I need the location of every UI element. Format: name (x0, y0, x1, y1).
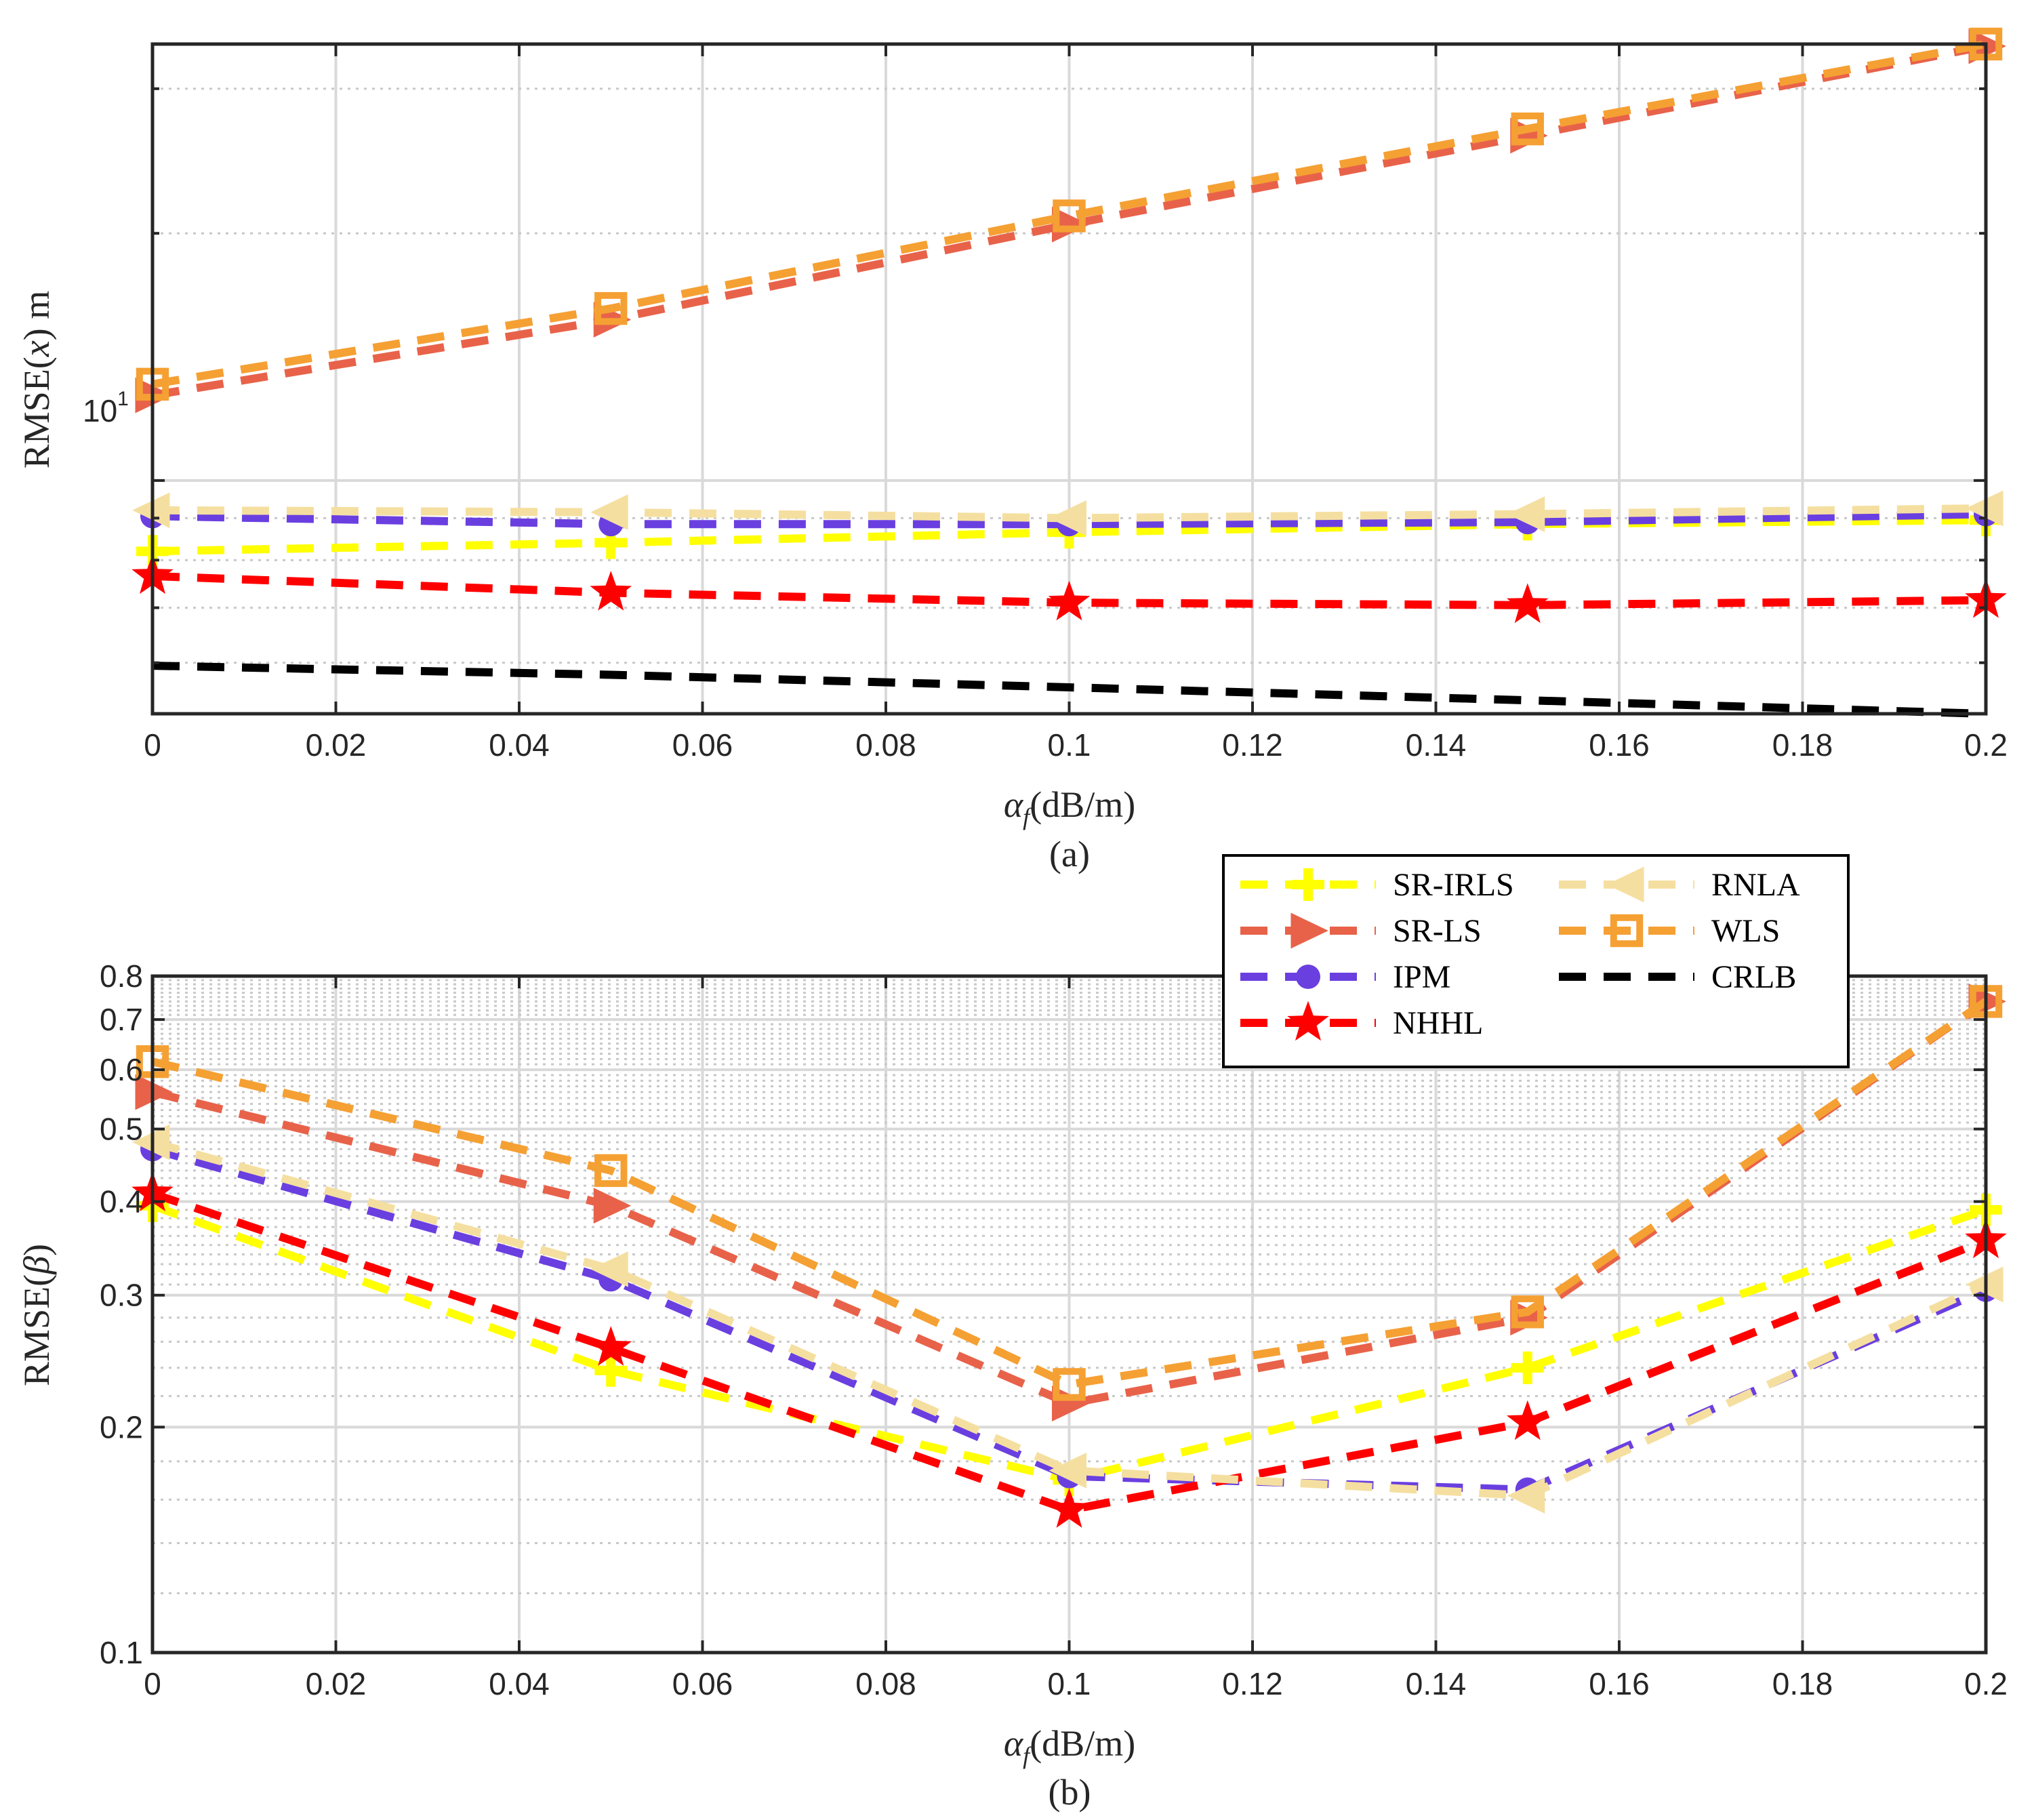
x-tick-label: 0 (144, 1666, 161, 1701)
x-tick-label: 0.02 (306, 727, 367, 763)
panel-a-subcaption: (a) (1049, 834, 1090, 874)
legend-label: SR-IRLS (1393, 867, 1514, 903)
data-point-nhhl (1506, 583, 1549, 624)
y-tick-label: 0.2 (100, 1409, 143, 1444)
x-tick-label: 0.12 (1222, 727, 1283, 763)
panel-a-x-axis-label: αf(dB/m) (1004, 784, 1135, 830)
data-point-wls (1053, 1368, 1086, 1401)
x-tick-label: 0.04 (489, 1666, 550, 1701)
legend-box (1222, 854, 1850, 1068)
legend-label: IPM (1393, 959, 1450, 995)
x-tick-label: 0.08 (855, 727, 916, 763)
data-point-nhhl (1506, 1400, 1549, 1440)
data-point-nhhl (590, 1326, 632, 1366)
x-tick-label: 0 (144, 727, 161, 763)
data-point-sr-irls (1511, 1351, 1544, 1384)
data-point-nhhl (590, 571, 632, 611)
y-tick-label: 0.4 (100, 1184, 143, 1219)
panel-b-x-ticks: 0 0.02 0.04 0.06 0.08 0.1 0.12 0.14 0.16 0.18 0.2 (144, 976, 2008, 1701)
data-point-wls (1053, 199, 1086, 232)
data-point-rnla (1507, 496, 1545, 532)
x-tick-label: 0.04 (489, 727, 550, 763)
x-tick-label: 0.2 (1964, 727, 2008, 763)
x-tick-label: 0.18 (1772, 1666, 1833, 1701)
y-tick-label: 0.7 (100, 1002, 143, 1037)
legend-swatch-marker (1290, 912, 1328, 949)
x-tick-label: 0.2 (1964, 1666, 2008, 1701)
x-tick-label: 0.08 (855, 1666, 916, 1701)
panel-b-x-axis-label: αf(dB/m) (1004, 1723, 1135, 1769)
data-point-wls (1511, 113, 1544, 146)
series-crlb (152, 662, 1987, 718)
series-line-crlb (152, 662, 1987, 718)
data-point-sr-ls (593, 1188, 632, 1224)
x-tick-label: 0.06 (672, 1666, 733, 1701)
data-point-nhhl (1048, 1488, 1091, 1528)
series-rnla (132, 490, 2004, 536)
legend-item-crlb: CRLB (1559, 959, 1796, 995)
panel-b-y-axis-label: RMSE(β) (16, 1244, 57, 1386)
legend-label: CRLB (1711, 959, 1796, 995)
x-tick-label: 0.02 (306, 1666, 367, 1701)
legend-swatch-marker (1287, 1000, 1329, 1041)
x-tick-label: 0.14 (1406, 727, 1467, 763)
legend-item-wls: WLS (1559, 913, 1780, 949)
chart-panel-b: 0 0.02 0.04 0.06 0.08 0.1 0.12 0.14 0.16 0.18 0.2 … (16, 958, 2008, 1813)
data-point-wls (594, 1154, 628, 1188)
legend-item-ipm: IPM (1240, 959, 1450, 995)
legend-label: NHHL (1393, 1005, 1483, 1041)
y-tick-label: 0.3 (100, 1278, 143, 1313)
panel-a-y-tick-label-10: 101 (83, 388, 129, 428)
data-point-rnla (1049, 1453, 1086, 1489)
panel-b-y-ticks: 0.1 0.2 0.3 0.4 0.5 0.6 0.7 0.8 (100, 958, 1986, 1670)
legend-swatch-marker (1296, 965, 1320, 989)
x-tick-label: 0.06 (672, 727, 733, 763)
panel-a-y-ticks: 101 (83, 87, 1986, 664)
y-tick-label: 0.5 (100, 1112, 143, 1147)
x-tick-label: 0.16 (1589, 727, 1650, 763)
x-tick-label: 0.18 (1772, 727, 1833, 763)
panel-a-y-axis-label: RMSE(x) m (16, 291, 57, 469)
data-point-rnla (590, 494, 628, 531)
series-line-wls (151, 998, 1989, 1389)
data-point-wls (1511, 1295, 1544, 1329)
panel-a-y-tick-exponent: 1 (117, 388, 129, 410)
panel-b-subcaption: (b) (1049, 1772, 1091, 1813)
legend-item-sr-ls: SR-LS (1240, 912, 1482, 949)
chart-panel-a: 0 0.02 0.04 0.06 0.08 0.1 0.12 0.14 0.16 0.18 0.2 … (16, 27, 2008, 874)
series-line-rnla (151, 1138, 1988, 1500)
panel-a-x-ticks: 0 0.02 0.04 0.06 0.08 0.1 0.12 0.14 0.16 0.18 0.2 (144, 44, 2008, 763)
legend-label: RNLA (1711, 867, 1800, 903)
panel-a-grid (152, 44, 1986, 714)
data-point-rnla (1049, 500, 1086, 536)
y-tick-label: 0.6 (100, 1052, 143, 1087)
x-tick-label: 0.14 (1406, 1666, 1467, 1701)
series-line-ipm (151, 1145, 1988, 1494)
data-point-nhhl (1048, 580, 1091, 621)
panel-b-grid (152, 976, 1986, 1653)
data-point-wls (594, 291, 628, 325)
legend: SR-IRLS SR-LS IPM NHHL RNLA WLS CRLB (1222, 854, 1850, 1068)
x-tick-label: 0.1 (1048, 1666, 1091, 1701)
data-point-rnla (590, 1251, 628, 1287)
legend-label: WLS (1711, 913, 1780, 949)
x-tick-label: 0.16 (1589, 1666, 1650, 1701)
legend-item-sr-irls: SR-IRLS (1240, 867, 1514, 903)
x-tick-label: 0.12 (1222, 1666, 1283, 1701)
legend-swatch-marker (1606, 866, 1644, 903)
legend-swatch-marker (1610, 914, 1644, 948)
legend-item-rnla: RNLA (1559, 866, 1800, 903)
data-point-rnla (1507, 1478, 1545, 1514)
legend-item-nhhl: NHHL (1240, 1000, 1483, 1041)
y-tick-label: 0.8 (100, 958, 143, 994)
series-line-nhhl (151, 1190, 1988, 1514)
legend-items: SR-IRLS SR-LS IPM NHHL RNLA WLS CRLB (1240, 866, 1800, 1041)
y-tick-label: 0.1 (100, 1635, 143, 1670)
x-tick-label: 0.1 (1048, 727, 1091, 763)
data-point-sr-irls (594, 1354, 628, 1387)
legend-swatch-marker (1292, 868, 1324, 901)
legend-label: SR-LS (1393, 913, 1482, 949)
